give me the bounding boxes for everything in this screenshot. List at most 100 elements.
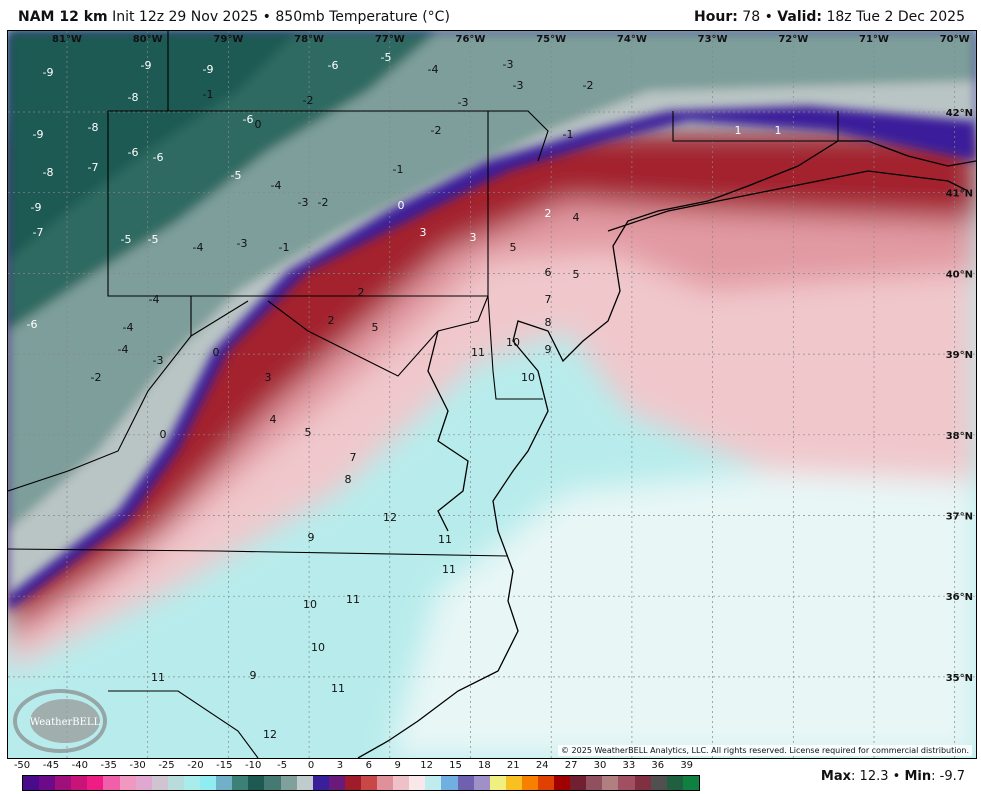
temperature-label: 8 [345, 473, 352, 486]
temperature-label: 7 [350, 451, 357, 464]
temperature-label: 11 [151, 671, 165, 684]
colorbar-swatch [666, 776, 683, 790]
colorbar-tick-label: -30 [129, 760, 146, 771]
temperature-label: -1 [279, 241, 290, 254]
weatherbell-logo: WeatherBELL [13, 689, 107, 753]
temperature-label: 1 [775, 124, 782, 137]
colorbar-swatch [682, 776, 699, 790]
temperature-label: 8 [545, 316, 552, 329]
logo-text: WeatherBELL [30, 717, 101, 728]
lon-label: 72°W [778, 34, 808, 45]
temperature-labels: -9-9 -9 -6-5-4 -3-3-2-3 -2-1-9-8-8-6-2-10 1 1-… [27, 51, 782, 741]
colorbar-swatch [425, 776, 442, 790]
temperature-label: 11 [331, 682, 345, 695]
temperature-label: -9 [43, 66, 54, 79]
colorbar-swatch [119, 776, 136, 790]
colorbar-tick-label: 9 [394, 760, 401, 771]
temperature-label: -5 [148, 233, 159, 246]
colorbar-swatch [344, 776, 361, 790]
temperature-label: 11 [442, 563, 456, 576]
colorbar-swatch [409, 776, 426, 790]
max-label: Max [820, 769, 852, 784]
colorbar-swatch [441, 776, 458, 790]
nc-va-border [8, 548, 509, 557]
temperature-label: -6 [128, 146, 139, 159]
temperature-label: -6 [153, 151, 164, 164]
temperature-label: -9 [31, 201, 42, 214]
temperature-label: -9 [203, 63, 214, 76]
temperature-label: -6 [243, 113, 254, 126]
connecticut-border [672, 111, 839, 142]
delaware-border [487, 295, 543, 400]
lat-label: 35°N [946, 673, 973, 684]
temperature-label: -3 [298, 196, 309, 209]
colorbar-swatch [650, 776, 667, 790]
temperature-label: 4 [270, 413, 277, 426]
colorbar-swatch [393, 776, 410, 790]
temperature-label: -3 [153, 354, 164, 367]
temperature-label: -7 [88, 161, 99, 174]
colorbar-swatch [602, 776, 619, 790]
temperature-label: 3 [420, 226, 427, 239]
separator: • [262, 9, 271, 25]
temperature-map: 81°W 80°W 79°W 78°W 77°W 76°W 75°W 74°W 73°W 72°W… [7, 30, 977, 759]
temperature-label: -9 [141, 59, 152, 72]
temperature-label: -4 [428, 63, 439, 76]
lon-label: 74°W [617, 34, 647, 45]
colorbar-tick-label: -20 [187, 760, 204, 771]
state-borders [8, 31, 839, 758]
temperature-label: 3 [265, 371, 272, 384]
lon-label: 80°W [133, 34, 163, 45]
colorbar-swatch [264, 776, 281, 790]
temperature-label: -4 [123, 321, 134, 334]
temperature-label: -9 [33, 128, 44, 141]
colorbar-swatch [151, 776, 168, 790]
temperature-label: 0 [398, 199, 405, 212]
temperature-label: -2 [318, 196, 329, 209]
max-min-readout: Max: 12.3 • Min: -9.7 [820, 769, 965, 784]
temperature-label: 4 [573, 211, 580, 224]
nc-sc-border [108, 690, 259, 758]
temperature-label: -2 [431, 124, 442, 137]
temperature-label: -8 [128, 91, 139, 104]
temperature-label: 12 [383, 511, 397, 524]
lat-lon-grid [8, 31, 976, 758]
temperature-label: 11 [471, 346, 485, 359]
min-value: -9.7 [939, 769, 965, 784]
temperature-label: 9 [545, 343, 552, 356]
colorbar-swatch [538, 776, 555, 790]
temperature-label: 5 [305, 426, 312, 439]
colorbar-tick-label: -45 [42, 760, 60, 771]
colorbar-tick-label: -10 [245, 760, 262, 771]
colorbar-swatch [248, 776, 265, 790]
colorbar-swatch [634, 776, 651, 790]
colorbar-tick-label: 15 [449, 760, 462, 771]
colorbar-swatch [489, 776, 506, 790]
colorbar-tick-label: 39 [680, 760, 694, 771]
colorbar-swatch [570, 776, 587, 790]
lat-label: 39°N [946, 350, 973, 361]
field-name: 850mb Temperature (°C) [275, 9, 450, 25]
temperature-label: -4 [271, 179, 282, 192]
lon-label: 79°W [213, 34, 243, 45]
hour-label: Hour: [694, 9, 738, 25]
colorbar-swatch [280, 776, 297, 790]
new-york-border [167, 31, 549, 162]
temperature-label: -5 [381, 51, 392, 64]
hour-value: 78 [742, 9, 761, 25]
colorbar-tick-label: 12 [420, 760, 433, 771]
temperature-label: -8 [43, 166, 54, 179]
lon-label: 71°W [859, 34, 889, 45]
temperature-label: 5 [510, 241, 517, 254]
colorbar-swatch [377, 776, 394, 790]
temperature-label: 6 [545, 266, 552, 279]
temperature-label: -4 [118, 343, 129, 356]
temperature-label: -6 [328, 59, 339, 72]
colorbar-tick-label: 27 [564, 760, 578, 771]
lat-label: 40°N [946, 269, 973, 280]
lon-label: 75°W [536, 34, 566, 45]
model-name: NAM 12 km [18, 9, 108, 25]
lon-label: 78°W [294, 34, 324, 45]
temperature-label: 1 [735, 124, 742, 137]
colorbar-tick-label: 30 [593, 760, 607, 771]
